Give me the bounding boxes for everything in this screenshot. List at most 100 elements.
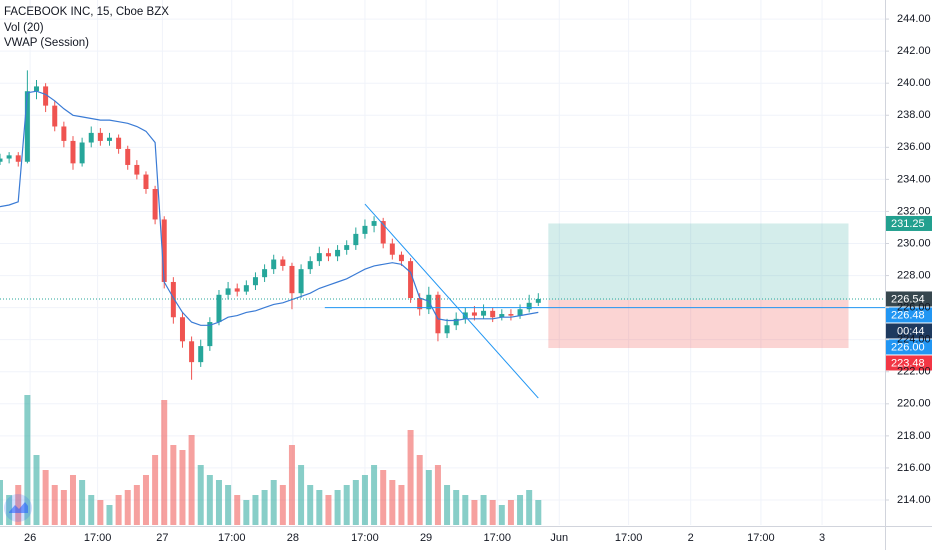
- x-tick-label: 17:00: [84, 532, 112, 544]
- candle-body: [252, 277, 258, 286]
- candle-body: [316, 253, 322, 262]
- volume-bar: [6, 495, 13, 525]
- candle-body: [444, 325, 450, 334]
- candle-body: [88, 132, 94, 143]
- candle-body: [307, 261, 313, 270]
- trend-line: [364, 203, 539, 399]
- volume-bar: [225, 485, 232, 525]
- candle-body: [161, 219, 167, 282]
- volume-bar: [371, 465, 378, 525]
- candle-body: [371, 221, 377, 226]
- price-tag-label: 226.00: [891, 341, 925, 353]
- volume-bar: [507, 500, 514, 525]
- candle-body: [398, 254, 404, 262]
- volume-bar: [179, 450, 186, 525]
- price-tag: [886, 355, 932, 371]
- y-tick-label: 214.00: [897, 494, 931, 506]
- candle-body: [380, 221, 386, 244]
- candle-body: [481, 310, 487, 316]
- candle-body: [535, 298, 541, 303]
- volume-bar: [279, 485, 286, 525]
- volume-bar: [115, 495, 122, 525]
- candle-body: [15, 155, 21, 162]
- candle-body: [0, 158, 3, 162]
- volume-bar: [498, 505, 505, 525]
- x-tick-label: 2: [688, 532, 694, 544]
- y-tick-label: 218.00: [897, 430, 931, 442]
- y-tick-label: 240.00: [897, 77, 931, 89]
- candle-body: [33, 86, 39, 92]
- volume-bar: [142, 475, 149, 525]
- y-tick-label: 222.00: [897, 366, 931, 378]
- volume-bar: [526, 490, 533, 525]
- price-tag: [886, 215, 932, 231]
- candle-body: [517, 309, 523, 316]
- candle-body: [179, 317, 185, 342]
- volume-bar: [389, 480, 396, 525]
- x-tick-label: 27: [156, 532, 168, 544]
- y-tick-label: 234.00: [897, 173, 931, 185]
- x-tick-label: 17:00: [483, 532, 511, 544]
- target-zone: [548, 223, 849, 300]
- volume-bar: [79, 480, 86, 525]
- volume-bar: [252, 495, 259, 525]
- volume-bar: [0, 480, 3, 525]
- y-tick-label: 226.00: [897, 302, 931, 314]
- candle-body: [189, 341, 195, 363]
- candle-body: [508, 314, 514, 316]
- y-tick-label: 230.00: [897, 237, 931, 249]
- candle-body: [106, 137, 112, 141]
- candle-body: [408, 261, 414, 299]
- volume-bar: [352, 480, 359, 525]
- candle-body: [134, 164, 140, 175]
- y-tick-label: 236.00: [897, 141, 931, 153]
- volume-bar: [188, 435, 195, 525]
- candle-body: [6, 155, 12, 159]
- volume-bar: [325, 495, 332, 525]
- volume-bar: [243, 500, 250, 525]
- candle-body: [207, 322, 213, 347]
- price-tag: [886, 339, 932, 355]
- volume-bar: [152, 455, 159, 525]
- y-tick-label: 228.00: [897, 269, 931, 281]
- candle-body: [353, 233, 359, 246]
- y-tick-label: 232.00: [897, 205, 931, 217]
- candle-body: [79, 142, 85, 164]
- volume-bar: [106, 505, 113, 525]
- logo-shape: [9, 502, 28, 513]
- candle-body: [70, 140, 76, 164]
- candle-body: [298, 269, 304, 294]
- volume-bar: [334, 490, 341, 525]
- countdown-label: 00:44: [897, 325, 925, 337]
- volume-bar: [88, 495, 95, 525]
- volume-bar: [517, 495, 524, 525]
- volume-bar: [471, 500, 478, 525]
- candle-body: [526, 302, 532, 310]
- candle-body: [490, 310, 496, 318]
- volume-bar: [170, 445, 177, 525]
- volume-bar: [288, 445, 295, 525]
- volume-bar: [206, 475, 213, 525]
- vwap-legend: VWAP (Session): [4, 37, 89, 49]
- volume-bar: [398, 485, 405, 525]
- x-tick-label: 17:00: [615, 532, 643, 544]
- plot-layer: [0, 0, 932, 525]
- y-tick-label: 238.00: [897, 109, 931, 121]
- candle-body: [280, 259, 286, 266]
- x-tick-label: 26: [24, 532, 36, 544]
- y-tick-label: 224.00: [897, 334, 931, 346]
- candle-body: [225, 288, 231, 295]
- price-tag-label: 226.54: [891, 293, 925, 305]
- x-tick-label: 17:00: [747, 532, 775, 544]
- candle-body: [417, 298, 423, 310]
- x-tick-label: 29: [420, 532, 432, 544]
- candle-body: [152, 189, 158, 220]
- volume-bar: [97, 500, 104, 525]
- candle-body: [24, 91, 30, 162]
- candle-body: [170, 281, 176, 318]
- y-tick-label: 216.00: [897, 462, 931, 474]
- volume-bar: [489, 500, 496, 525]
- volume-bar: [124, 490, 131, 525]
- volume-bar: [434, 465, 441, 525]
- price-tag: [886, 307, 932, 323]
